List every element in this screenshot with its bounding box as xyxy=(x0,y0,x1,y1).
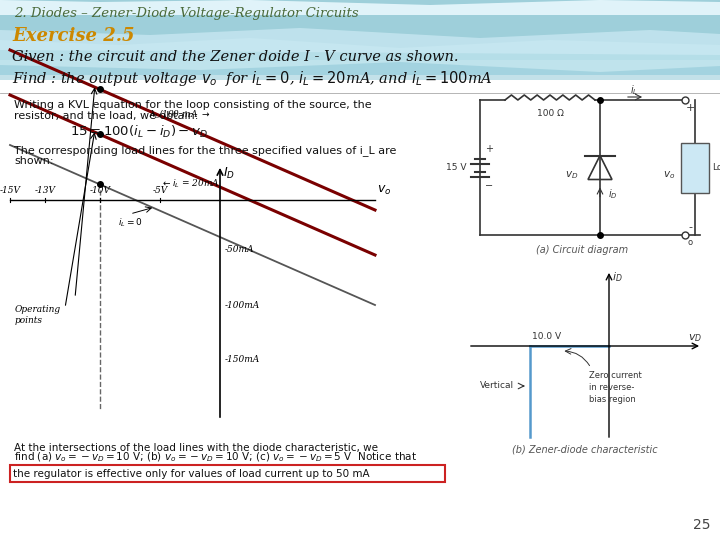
Text: shown:: shown: xyxy=(14,156,53,166)
Text: 10.0 V: 10.0 V xyxy=(532,332,561,341)
Text: (b) Zener-diode characteristic: (b) Zener-diode characteristic xyxy=(512,445,658,455)
Text: the regulator is effective only for values of load current up to 50 mA: the regulator is effective only for valu… xyxy=(13,469,369,479)
Text: $15 = 100(i_L - i_D) - v_D$: $15 = 100(i_L - i_D) - v_D$ xyxy=(70,124,208,140)
Polygon shape xyxy=(0,28,720,55)
Text: o: o xyxy=(688,238,693,247)
Text: $v_D$: $v_D$ xyxy=(565,170,579,181)
Text: -: - xyxy=(688,222,692,232)
Text: $i_L$: $i_L$ xyxy=(630,83,638,97)
Polygon shape xyxy=(0,0,720,15)
Bar xyxy=(681,143,709,192)
Text: $i_D$: $i_D$ xyxy=(608,187,618,201)
Bar xyxy=(5,160,380,425)
Text: $i_D$: $i_D$ xyxy=(612,270,623,284)
Text: -50mA: -50mA xyxy=(225,246,254,254)
Text: −: − xyxy=(485,181,493,192)
Text: $i_L = 0$: $i_L = 0$ xyxy=(118,217,143,230)
Text: (a) Circuit diagram: (a) Circuit diagram xyxy=(536,245,629,255)
Text: 15 V: 15 V xyxy=(446,163,466,172)
Text: Find : the output voltage $v_o$  for $i_L = 0$, $i_L = 20$mA, and $i_L = 100$mA: Find : the output voltage $v_o$ for $i_L… xyxy=(12,69,492,87)
Text: Load: Load xyxy=(712,163,720,172)
Polygon shape xyxy=(0,38,720,75)
Text: Given : the circuit and the Zener doide I - V curve as shown.: Given : the circuit and the Zener doide … xyxy=(12,50,459,64)
Text: +: + xyxy=(685,103,695,113)
Text: $\lambda_L$/100 mA $\rightarrow$: $\lambda_L$/100 mA $\rightarrow$ xyxy=(149,108,211,120)
Text: $v_D$: $v_D$ xyxy=(688,332,702,344)
Text: Writing a KVL equation for the loop consisting of the source, the: Writing a KVL equation for the loop cons… xyxy=(14,100,372,110)
Polygon shape xyxy=(0,62,720,80)
Text: Operating
points: Operating points xyxy=(15,305,61,325)
Text: Zero current
in reverse-
bias region: Zero current in reverse- bias region xyxy=(589,371,642,403)
Text: +: + xyxy=(485,144,493,153)
Text: -10V: -10V xyxy=(89,186,110,195)
Text: Exercise 2.5: Exercise 2.5 xyxy=(12,27,135,45)
Text: The corresponding load lines for the three specified values of i_L are: The corresponding load lines for the thr… xyxy=(14,145,397,156)
Text: $v_o$: $v_o$ xyxy=(377,184,392,197)
Polygon shape xyxy=(0,0,720,60)
Text: -13V: -13V xyxy=(35,186,55,195)
Text: -150mA: -150mA xyxy=(225,355,260,364)
Bar xyxy=(10,465,445,482)
Text: find (a) $v_o = -v_D = 10$ V; (b) $v_o = -v_D = 10$ V; (c) $v_o = -v_D = 5$ V  N: find (a) $v_o = -v_D = 10$ V; (b) $v_o =… xyxy=(14,450,417,464)
Bar xyxy=(455,80,710,250)
Text: $\leftarrow i_L$ = 20mA: $\leftarrow i_L$ = 20mA xyxy=(161,178,220,191)
Text: 25: 25 xyxy=(693,518,711,532)
Bar xyxy=(460,250,710,450)
Text: 100 Ω: 100 Ω xyxy=(536,109,564,118)
Text: -15V: -15V xyxy=(0,186,20,195)
Text: $v_o$: $v_o$ xyxy=(663,170,675,181)
Text: resistor, and the load, we obtain:: resistor, and the load, we obtain: xyxy=(14,111,199,121)
Text: -5V: -5V xyxy=(153,186,168,195)
Text: 2. Diodes – Zener-Diode Voltage-Regulator Circuits: 2. Diodes – Zener-Diode Voltage-Regulato… xyxy=(14,6,359,19)
Text: Vertical: Vertical xyxy=(480,381,514,390)
Text: $I_D$: $I_D$ xyxy=(223,166,235,181)
Text: -100mA: -100mA xyxy=(225,300,260,309)
Text: At the intersections of the load lines with the diode characteristic, we: At the intersections of the load lines w… xyxy=(14,443,378,453)
